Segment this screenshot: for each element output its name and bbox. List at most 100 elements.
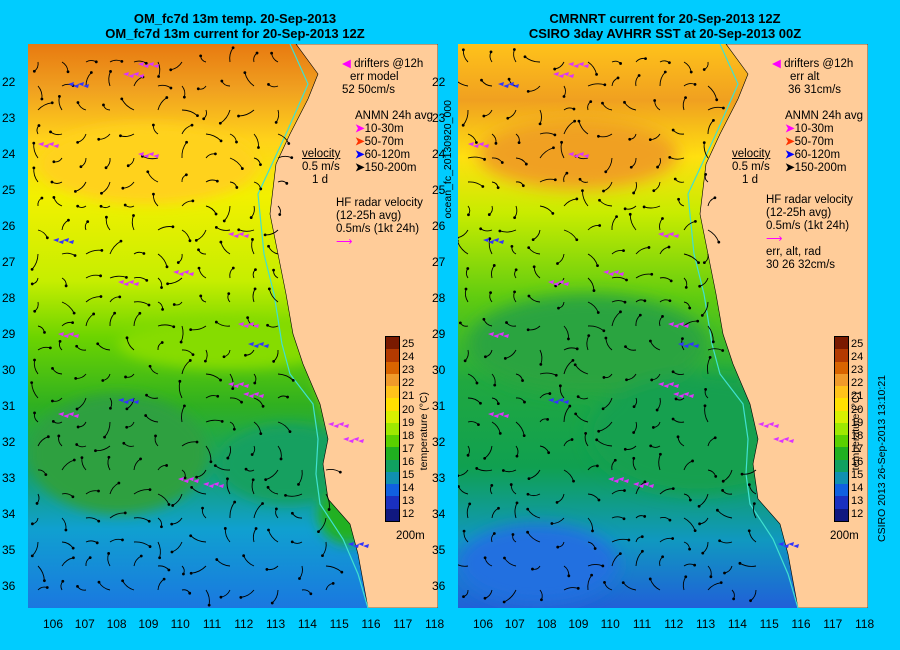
left-colorbar	[385, 336, 400, 522]
current-vector-head	[688, 547, 691, 551]
current-vector-head	[527, 477, 531, 481]
hf-title: HF radar velocity	[336, 197, 423, 209]
current-vector-head	[601, 407, 605, 411]
drifter-marker	[338, 422, 344, 426]
drifter-marker	[513, 84, 519, 88]
current-vector-head	[190, 123, 194, 127]
drifter-marker	[128, 280, 134, 284]
current-vector-head	[183, 404, 186, 408]
drifter-marker	[128, 74, 134, 78]
current-vector-head	[251, 478, 255, 482]
current-vector-head	[40, 97, 44, 101]
current-vector-head	[182, 95, 186, 99]
drifter-marker	[228, 232, 234, 236]
current-vector-head	[139, 457, 142, 461]
current-vector-head	[481, 185, 485, 188]
current-vector-head	[560, 140, 563, 144]
current-vector-head	[222, 355, 226, 359]
current-vector-head	[629, 165, 633, 169]
current-vector-head	[67, 218, 70, 222]
current-vector-head	[673, 177, 677, 181]
current-vector-head	[505, 321, 508, 324]
current-vector-head	[713, 436, 717, 440]
current-vector-head	[553, 178, 557, 182]
current-vector-head	[298, 577, 301, 580]
drifter-marker	[678, 394, 684, 398]
current-vector-head	[147, 519, 151, 523]
drifter-marker	[248, 394, 254, 398]
anmn-arrow-icon: ➤	[785, 123, 795, 135]
right-colorbar-label: temperature (°C)	[850, 392, 862, 471]
current-vector-head	[132, 214, 135, 217]
current-vector-head	[191, 199, 195, 203]
left-depth-label: 200m	[396, 530, 425, 542]
current-vector-head	[717, 240, 721, 244]
right-drifter-legend: ◀ drifters @12h err alt 36 31cm/s	[772, 58, 853, 97]
current-vector	[180, 325, 184, 343]
drifter-marker	[773, 437, 779, 441]
drifter-marker	[228, 382, 234, 386]
current-vector-head	[71, 546, 75, 550]
current-vector-head	[266, 323, 269, 327]
lat-tick-label: 27	[2, 255, 16, 269]
right-title-line2: CSIRO 3day AVHRR SST at 20-Sep-2013 00Z	[528, 26, 802, 41]
current-vector-head	[219, 240, 223, 244]
drifter-marker	[638, 484, 644, 488]
current-vector-head	[479, 401, 482, 405]
drifter-marker	[548, 398, 554, 402]
current-vector-head	[747, 529, 751, 533]
colorbar-swatch	[835, 508, 848, 521]
current-vector-head	[170, 522, 174, 526]
current-vector-head	[632, 456, 636, 460]
current-vector-head	[598, 224, 602, 227]
current-vector-head	[677, 197, 680, 201]
lon-tick-label: 112	[234, 617, 254, 631]
current-vector-head	[214, 212, 218, 216]
current-vector-head	[145, 393, 148, 397]
current-vector-head	[223, 527, 227, 530]
current-vector-head	[125, 275, 128, 279]
drifter-marker	[73, 334, 79, 338]
lat-tick-label: 36	[2, 579, 16, 593]
lon-tick-label: 113	[696, 617, 716, 631]
current-vector-head	[648, 577, 652, 581]
current-vector-head	[693, 82, 697, 86]
current-vector	[223, 205, 231, 222]
drifter-marker	[563, 72, 569, 76]
current-vector-head	[220, 419, 224, 423]
drifter-marker	[493, 334, 499, 338]
current-vector-head	[623, 489, 626, 492]
lon-tick-label: 109	[568, 617, 589, 631]
drifter-marker	[553, 282, 559, 286]
current-vector-head	[498, 431, 502, 435]
current-vector-head	[179, 340, 183, 344]
lat-tick-label: 32	[2, 435, 16, 449]
current-vector-head	[167, 503, 171, 506]
current-vector-head	[483, 456, 487, 460]
drifter-marker	[673, 234, 679, 238]
colorbar-swatch	[835, 435, 848, 448]
anmn-arrow-icon: ➤	[355, 123, 365, 135]
hf-avg: (12-25h avg)	[766, 207, 832, 219]
current-vector-head	[623, 207, 627, 211]
current-vector-head	[615, 215, 618, 219]
current-vector	[104, 421, 111, 438]
current-vector-head	[157, 75, 161, 78]
drifter-marker	[558, 74, 564, 78]
current-vector-head	[616, 76, 620, 80]
drifter-marker	[53, 144, 59, 148]
current-vector-head	[297, 482, 300, 486]
current-vector-head	[231, 46, 235, 50]
lat-tick-label: 34	[432, 507, 446, 521]
current-vector-head	[104, 166, 108, 170]
current-vector-head	[567, 574, 571, 578]
current-vector-head	[185, 140, 188, 144]
drifter-marker	[648, 484, 654, 488]
current-vector-head	[188, 591, 192, 595]
colorbar-tick-label: 19	[402, 416, 415, 429]
drifter-marker	[353, 544, 359, 548]
current-vector-head	[509, 483, 513, 486]
drifter-marker	[78, 82, 84, 86]
current-vector-head	[183, 476, 187, 480]
current-vector-head	[507, 77, 511, 81]
